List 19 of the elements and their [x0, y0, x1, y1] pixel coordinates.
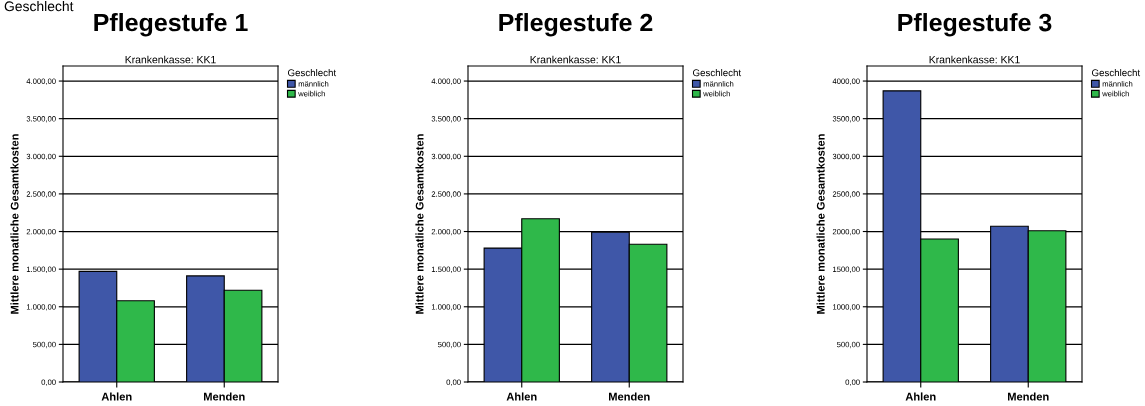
x-tick-label: Menden — [204, 392, 245, 401]
chart-title: Pflegestufe 2 — [499, 13, 653, 37]
chart-subtitle: Krankenkasse: KK1 — [125, 55, 216, 64]
chart-subtitle: Krankenkasse: KK1 — [929, 55, 1020, 64]
legend-title: Geschlecht — [692, 69, 742, 77]
legend-title: Geschlecht — [1091, 69, 1141, 77]
legend-title: Geschlecht — [287, 69, 337, 77]
y-axis-title: Mittlere monatliche Gesamtkosten — [10, 134, 19, 314]
chart-title: Pflegestufe 3 — [898, 13, 1052, 37]
y-axis-title: Mittlere monatliche Gesamtkosten — [415, 134, 424, 314]
chart-title: Pflegestufe 1 — [94, 13, 248, 37]
x-tick-label: Menden — [1008, 392, 1049, 401]
x-tick-label: Ahlen — [506, 392, 537, 401]
x-tick-label: Ahlen — [905, 392, 936, 401]
x-tick-label: Menden — [609, 392, 650, 401]
chart-subtitle: Krankenkasse: KK1 — [530, 55, 621, 64]
text: Geschlecht — [4, 1, 74, 12]
x-tick-label: Ahlen — [101, 392, 132, 401]
y-axis-title: Mittlere monatliche Gesamtkosten — [816, 134, 825, 314]
